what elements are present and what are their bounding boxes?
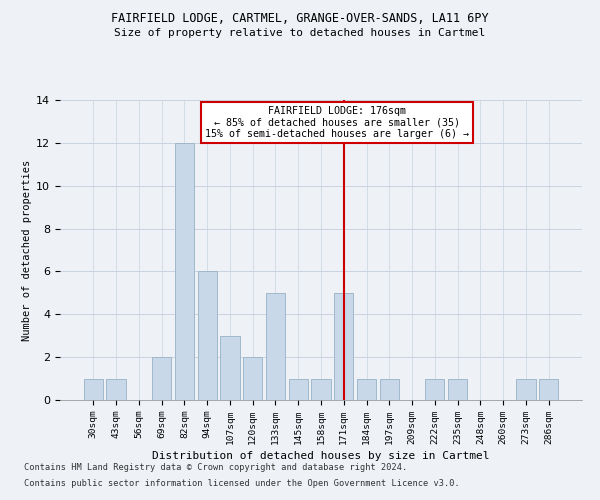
- Text: Size of property relative to detached houses in Cartmel: Size of property relative to detached ho…: [115, 28, 485, 38]
- Bar: [197, 272, 217, 400]
- Bar: [516, 378, 536, 400]
- Bar: [220, 336, 239, 400]
- Y-axis label: Number of detached properties: Number of detached properties: [22, 160, 32, 340]
- Bar: [448, 378, 467, 400]
- Text: FAIRFIELD LODGE: 176sqm
← 85% of detached houses are smaller (35)
15% of semi-de: FAIRFIELD LODGE: 176sqm ← 85% of detache…: [205, 106, 469, 139]
- Bar: [106, 378, 126, 400]
- Bar: [243, 357, 262, 400]
- Bar: [175, 143, 194, 400]
- Bar: [84, 378, 103, 400]
- Bar: [357, 378, 376, 400]
- Bar: [311, 378, 331, 400]
- Text: Contains HM Land Registry data © Crown copyright and database right 2024.: Contains HM Land Registry data © Crown c…: [24, 464, 407, 472]
- Bar: [539, 378, 558, 400]
- Bar: [334, 293, 353, 400]
- Bar: [289, 378, 308, 400]
- Bar: [266, 293, 285, 400]
- Text: FAIRFIELD LODGE, CARTMEL, GRANGE-OVER-SANDS, LA11 6PY: FAIRFIELD LODGE, CARTMEL, GRANGE-OVER-SA…: [111, 12, 489, 26]
- Bar: [380, 378, 399, 400]
- Bar: [152, 357, 172, 400]
- Bar: [425, 378, 445, 400]
- X-axis label: Distribution of detached houses by size in Cartmel: Distribution of detached houses by size …: [152, 451, 490, 461]
- Text: Contains public sector information licensed under the Open Government Licence v3: Contains public sector information licen…: [24, 478, 460, 488]
